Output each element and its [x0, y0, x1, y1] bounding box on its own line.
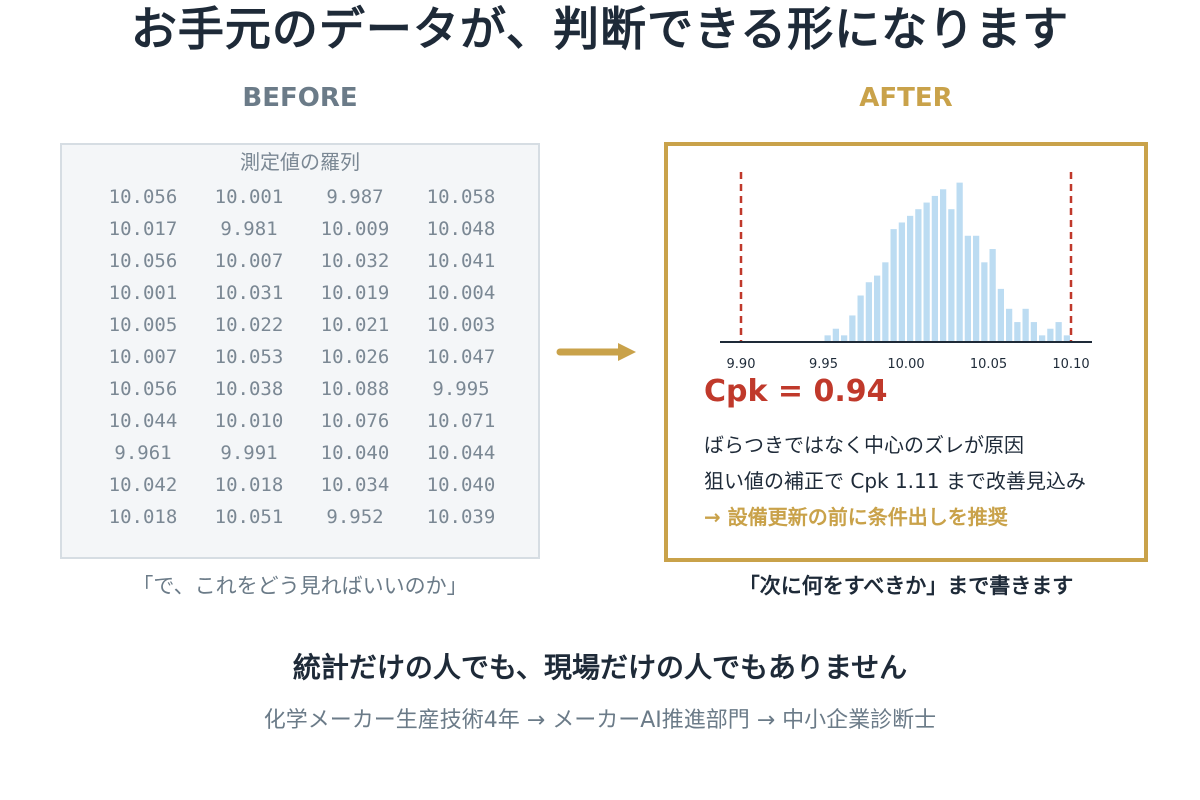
histogram-bar: [1063, 335, 1070, 342]
histogram-bar: [857, 295, 864, 342]
measurement-value: 10.058: [426, 186, 496, 208]
measurement-value: 10.022: [214, 314, 284, 336]
histogram-bar: [849, 315, 856, 342]
histogram-bar: [981, 262, 988, 342]
measurement-value: 10.040: [426, 474, 496, 496]
measurement-value: 10.019: [320, 282, 390, 304]
before-label: BEFORE: [242, 83, 358, 113]
measurement-value: 10.047: [426, 346, 496, 368]
measurement-value: 10.038: [214, 378, 284, 400]
x-tick-label: 10.10: [1052, 357, 1089, 372]
histogram-bar: [1014, 322, 1021, 342]
measurement-value: 10.005: [108, 314, 178, 336]
histogram-bar: [973, 235, 980, 342]
histogram-bar: [882, 262, 889, 342]
insight-improvement: 狙い値の補正で Cpk 1.11 まで改善見込み: [704, 469, 1086, 493]
measurement-value: 10.004: [426, 282, 496, 304]
measurement-value: 9.961: [114, 442, 172, 464]
measurement-value: 10.009: [320, 218, 390, 240]
histogram-bar: [915, 209, 922, 342]
x-tick-label: 9.90: [727, 357, 756, 372]
right-arrow-icon: [556, 343, 636, 361]
measurement-value: 10.032: [320, 250, 390, 272]
histogram-bar: [964, 235, 971, 342]
x-tick-label: 9.95: [809, 357, 838, 372]
measurement-value: 10.056: [108, 378, 178, 400]
measurement-value: 10.017: [108, 218, 178, 240]
histogram-bar: [948, 209, 955, 342]
measurement-value: 9.952: [326, 506, 384, 528]
histogram-bar: [907, 215, 914, 342]
measurement-value: 10.026: [320, 346, 390, 368]
measurement-value: 10.040: [320, 442, 390, 464]
measurement-value: 10.051: [214, 506, 284, 528]
measurement-value: 9.981: [220, 218, 278, 240]
measurement-value: 10.088: [320, 378, 390, 400]
histogram-bar: [1055, 322, 1062, 342]
measurement-value: 10.076: [320, 410, 390, 432]
measurement-value: 10.031: [214, 282, 284, 304]
measurement-value: 10.021: [320, 314, 390, 336]
measurement-grid: 10.056 10.001 9.987 10.058 10.017 9.981 10.009…: [90, 181, 514, 533]
histogram-bar: [824, 335, 831, 342]
histogram-bar: [841, 335, 848, 342]
histogram-bar: [874, 275, 881, 342]
career-path: 化学メーカー生産技術4年 → メーカーAI推進部門 → 中小企業診断士: [263, 708, 937, 733]
histogram-bar: [1039, 335, 1046, 342]
measurement-value: 10.018: [214, 474, 284, 496]
histogram-bar: [1022, 308, 1029, 342]
measurement-value: 10.001: [214, 186, 284, 208]
after-label: AFTER: [859, 83, 953, 113]
measurement-value: 10.001: [108, 282, 178, 304]
measurement-value: 10.056: [108, 186, 178, 208]
measurement-value: 10.018: [108, 506, 178, 528]
histogram-bar: [1047, 328, 1054, 342]
measurement-value: 10.042: [108, 474, 178, 496]
measurement-value: 10.039: [426, 506, 496, 528]
histogram-chart: 9.90 9.95 10.00 10.05 10.10: [720, 172, 1092, 372]
histogram-bar: [898, 222, 905, 342]
measurement-value: 10.003: [426, 314, 496, 336]
measurement-value: 10.010: [214, 410, 284, 432]
after-caption: 「次に何をすべきか」まで書きます: [738, 574, 1074, 598]
measurement-value: 10.044: [108, 410, 178, 432]
insight-recommendation: → 設備更新の前に条件出しを推奨: [704, 505, 1008, 529]
before-caption: 「で、これをどう見ればいいのか」: [132, 574, 468, 598]
after-panel: 9.90 9.95 10.00 10.05 10.10 Cpk = 0.94 ばらつきで…: [664, 142, 1148, 562]
measurement-value: 10.041: [426, 250, 496, 272]
histogram-bar: [931, 195, 938, 342]
histogram-bar: [940, 189, 947, 342]
before-panel: 測定値の羅列 10.056 10.001 9.987 10.058 10.017 9.98…: [60, 143, 540, 559]
measurement-value: 10.034: [320, 474, 390, 496]
measurement-value: 10.071: [426, 410, 496, 432]
tagline: 統計だけの人でも、現場だけの人でもありません: [292, 651, 908, 684]
histogram-bar: [832, 328, 839, 342]
histogram-bar: [865, 282, 872, 342]
measurement-value: 10.048: [426, 218, 496, 240]
histogram-bar: [1006, 308, 1013, 342]
histogram-bar: [923, 202, 930, 342]
measurement-value: 9.995: [432, 378, 490, 400]
histogram-bar: [989, 249, 996, 342]
measurement-value: 10.053: [214, 346, 284, 368]
measurement-value: 10.056: [108, 250, 178, 272]
before-panel-title: 測定値の羅列: [240, 150, 360, 174]
x-tick-label: 10.00: [887, 357, 924, 372]
cpk-value: Cpk = 0.94: [704, 374, 888, 409]
measurement-value: 10.007: [108, 346, 178, 368]
page-headline: お手元のデータが、判断できる形になります: [130, 2, 1070, 56]
x-tick-label: 10.05: [970, 357, 1007, 372]
histogram-bar: [1030, 322, 1037, 342]
measurement-value: 9.987: [326, 186, 384, 208]
measurement-value: 10.044: [426, 442, 496, 464]
measurement-value: 9.991: [220, 442, 278, 464]
histogram-bar: [890, 229, 897, 342]
histogram-bar: [956, 182, 963, 342]
histogram-bar: [997, 288, 1004, 342]
insight-cause: ばらつきではなく中心のズレが原因: [704, 433, 1024, 457]
measurement-value: 10.007: [214, 250, 284, 272]
